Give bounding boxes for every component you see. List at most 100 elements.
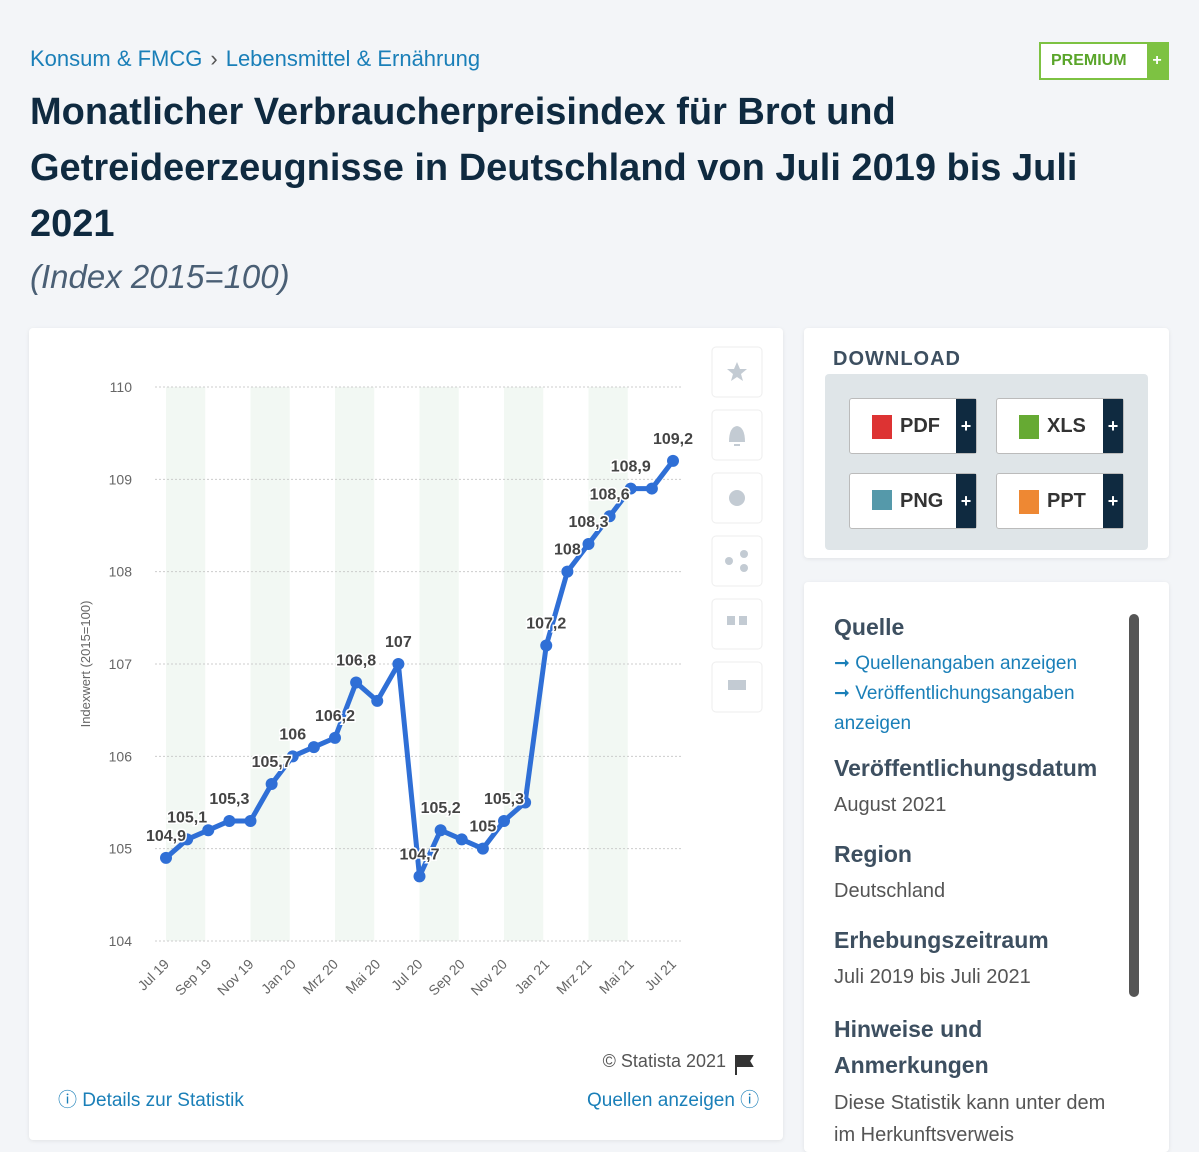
x-tick-label: Jan 21 bbox=[511, 956, 552, 997]
data-label: 104,7 bbox=[399, 846, 439, 863]
data-label: 105,3 bbox=[209, 791, 249, 808]
scrollbar[interactable] bbox=[1129, 614, 1139, 997]
point bbox=[624, 482, 637, 495]
point bbox=[202, 824, 215, 837]
credit: © Statista 2021 bbox=[603, 1051, 726, 1071]
y-tick-label: 107 bbox=[109, 656, 133, 672]
title: Monatlicher Verbraucherpreisindex für Br… bbox=[30, 91, 1078, 245]
x-tick-label: Sep 19 bbox=[172, 956, 215, 999]
button-label: PPT bbox=[1047, 490, 1086, 512]
x-tick-label: Jan 20 bbox=[258, 956, 299, 997]
side-icons bbox=[711, 346, 763, 713]
point bbox=[476, 842, 489, 855]
data-label: 105 bbox=[470, 819, 497, 836]
info-text: Juli 2019 bis Juli 2021 bbox=[834, 966, 1031, 988]
breadcrumb-link[interactable]: Lebensmittel & Ernährung bbox=[225, 46, 481, 71]
button-label: PDF bbox=[900, 415, 940, 437]
info-text: August 2021 bbox=[834, 794, 947, 816]
info-text: Diese Statistik kann unter dem im Herkun… bbox=[834, 1092, 1106, 1146]
breadcrumb-link[interactable]: Konsum & FMCG bbox=[30, 46, 203, 71]
data-label: 106,2 bbox=[315, 708, 355, 725]
data-label: 108,9 bbox=[611, 459, 651, 476]
y-axis-label: Indexwert (2015=100) bbox=[78, 601, 93, 728]
pdf-button[interactable]: PDF + bbox=[849, 398, 977, 454]
point bbox=[603, 510, 616, 523]
flag-icon bbox=[735, 1055, 754, 1075]
x-tick-label: Mrz 21 bbox=[553, 956, 595, 998]
source-link[interactable]: ➞ Quellenangaben anzeigen bbox=[834, 653, 1078, 674]
button-label: PNG bbox=[900, 490, 944, 512]
point bbox=[561, 565, 574, 578]
point bbox=[350, 676, 363, 689]
button-label: XLS bbox=[1047, 415, 1086, 437]
info-heading: Hinweise und Anmerkungen bbox=[834, 1016, 989, 1078]
ppt-button[interactable]: PPT + bbox=[996, 473, 1124, 529]
y-tick-label: 105 bbox=[109, 841, 133, 857]
x-tick-label: Jul 19 bbox=[134, 956, 172, 994]
point bbox=[371, 694, 384, 707]
premium-button[interactable]: PREMIUM + bbox=[1039, 42, 1169, 80]
point bbox=[244, 814, 257, 827]
data-label: 105,7 bbox=[252, 754, 292, 771]
png-button[interactable]: PNG + bbox=[849, 473, 977, 529]
data-label: 108,6 bbox=[590, 486, 630, 503]
breadcrumb: Konsum & FMCG › Lebensmittel & Ernährung bbox=[30, 46, 481, 71]
data-label: 106,8 bbox=[336, 652, 376, 669]
info: Quelle ➞ Quellenangaben anzeigen ➞ Veröf… bbox=[834, 614, 1119, 1151]
point bbox=[329, 731, 341, 744]
point bbox=[181, 833, 194, 846]
point bbox=[667, 454, 679, 467]
source-link[interactable]: ➞ Veröffentlichungsangaben anzeigen bbox=[834, 683, 1075, 734]
data-label: 106 bbox=[279, 726, 306, 743]
data-label: 105,2 bbox=[421, 800, 461, 817]
icon-glyphs bbox=[725, 362, 748, 690]
point bbox=[392, 658, 405, 670]
y-tick-label: 109 bbox=[109, 471, 133, 487]
x-tick-label: Nov 19 bbox=[214, 956, 257, 999]
download-title: DOWNLOAD bbox=[833, 348, 961, 370]
point bbox=[645, 482, 658, 495]
x-tick-label: Nov 20 bbox=[467, 956, 510, 999]
share-button[interactable] bbox=[711, 535, 763, 587]
xls-button[interactable]: XLS + bbox=[996, 398, 1124, 454]
x-tick-label: Jul 20 bbox=[388, 956, 426, 994]
details-text: Details zur Statistik bbox=[82, 1090, 244, 1111]
data-label: 108,3 bbox=[568, 514, 608, 531]
data-label: 107,2 bbox=[526, 616, 566, 633]
info-heading: Quelle bbox=[834, 614, 905, 640]
data-label: 105,3 bbox=[484, 791, 524, 808]
point bbox=[455, 833, 468, 846]
y-tick-label: 110 bbox=[110, 379, 133, 395]
link-text: Quellenangaben anzeigen bbox=[855, 653, 1078, 674]
info-heading: Veröffentlichungsdatum bbox=[834, 755, 1098, 781]
data-label: 109,2 bbox=[653, 431, 693, 448]
x-tick-label: Jul 21 bbox=[641, 956, 679, 994]
x-tick-label: Mrz 20 bbox=[300, 956, 342, 998]
x-tick-label: Mai 20 bbox=[342, 956, 383, 997]
y-tick-label: 106 bbox=[109, 748, 133, 764]
sources-text: Quellen anzeigen bbox=[587, 1090, 735, 1111]
y-tick-label: 104 bbox=[109, 933, 133, 949]
premium-label: PREMIUM bbox=[1051, 52, 1127, 69]
data-label: 107 bbox=[385, 634, 412, 651]
point bbox=[540, 639, 553, 652]
y-tick-label: 108 bbox=[109, 564, 133, 580]
point bbox=[160, 851, 172, 864]
sources-link[interactable]: Quellen anzeigen ⓘ bbox=[587, 1090, 760, 1111]
info-card bbox=[804, 582, 1169, 1152]
info-heading: Region bbox=[834, 841, 912, 867]
chart: Indexwert (2015=100) © Statista 2021 104… bbox=[78, 346, 763, 1075]
point bbox=[307, 741, 320, 754]
data-label: 104,9 bbox=[146, 828, 186, 845]
point bbox=[582, 537, 595, 550]
link-text: Veröffentlichungsangaben anzeigen bbox=[834, 683, 1075, 734]
point bbox=[434, 824, 447, 837]
cite-button[interactable] bbox=[711, 598, 763, 650]
point bbox=[413, 870, 426, 883]
point bbox=[286, 750, 299, 763]
x-tick-label: Sep 20 bbox=[425, 956, 468, 999]
info-heading: Erhebungszeitraum bbox=[834, 927, 1049, 953]
x-tick-label: Mai 21 bbox=[596, 956, 637, 997]
details-link[interactable]: ⓘ Details zur Statistik bbox=[58, 1090, 244, 1111]
